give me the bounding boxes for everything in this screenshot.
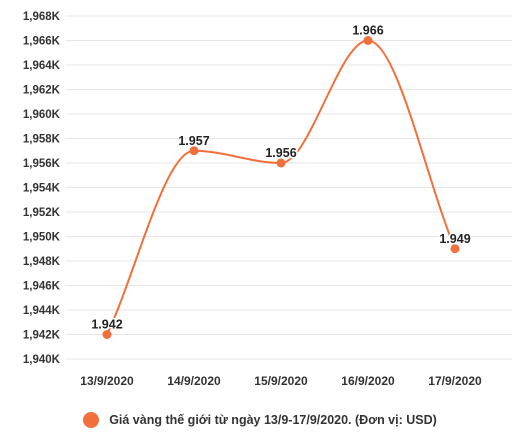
data-point [450, 244, 460, 254]
data-labels: 1.942 1.957 1.956 1.966 1.949 [90, 22, 472, 333]
y-tick-label: 1,946K [23, 281, 61, 293]
data-label: 1.949 [439, 232, 470, 246]
y-axis-ticks: 1,940K 1,942K 1,944K 1,946K 1,948K 1,950K 1,95… [23, 11, 61, 366]
x-tick-label: 13/9/2020 [80, 374, 134, 388]
data-label: 1.942 [91, 318, 122, 332]
x-tick-label: 16/9/2020 [341, 374, 395, 388]
data-label: 1.956 [265, 146, 296, 160]
data-point [102, 330, 112, 339]
y-tick-label: 1,952K [23, 207, 61, 219]
data-point [276, 158, 286, 168]
y-tick-label: 1,950K [23, 232, 61, 244]
grid-lines [66, 15, 512, 360]
y-tick-label: 1,948K [23, 256, 61, 268]
y-tick-label: 1,960K [23, 109, 61, 121]
data-label: 1.957 [178, 134, 209, 148]
y-tick-label: 1,956K [23, 158, 61, 170]
x-tick-label: 14/9/2020 [167, 374, 221, 388]
y-tick-label: 1,962K [23, 85, 61, 97]
legend-label: Giá vàng thế giới từ ngày 13/9-17/9/2020… [109, 413, 437, 427]
y-tick-label: 1,940K [23, 354, 61, 366]
y-tick-label: 1,958K [23, 134, 61, 146]
y-tick-label: 1,964K [23, 60, 61, 72]
data-label: 1.966 [352, 24, 383, 38]
y-tick-label: 1,944K [23, 305, 61, 317]
series-points [102, 36, 460, 339]
y-tick-label: 1,954K [23, 183, 61, 195]
x-axis-ticks: 13/9/2020 14/9/2020 15/9/2020 16/9/2020 17/9… [80, 374, 482, 388]
chart-plot: 1,940K 1,942K 1,944K 1,946K 1,948K 1,950K 1,95… [23, 11, 512, 388]
y-tick-label: 1,966K [23, 36, 61, 48]
data-point [363, 36, 373, 45]
x-tick-label: 17/9/2020 [428, 374, 482, 388]
data-point [189, 146, 199, 156]
y-tick-label: 1,942K [23, 330, 61, 342]
legend: Giá vàng thế giới từ ngày 13/9-17/9/2020… [0, 408, 520, 432]
series-line [106, 39, 456, 335]
y-tick-label: 1,968K [23, 11, 61, 23]
x-tick-label: 15/9/2020 [254, 374, 308, 388]
series-line-layer [106, 39, 456, 335]
legend-marker [83, 412, 100, 428]
